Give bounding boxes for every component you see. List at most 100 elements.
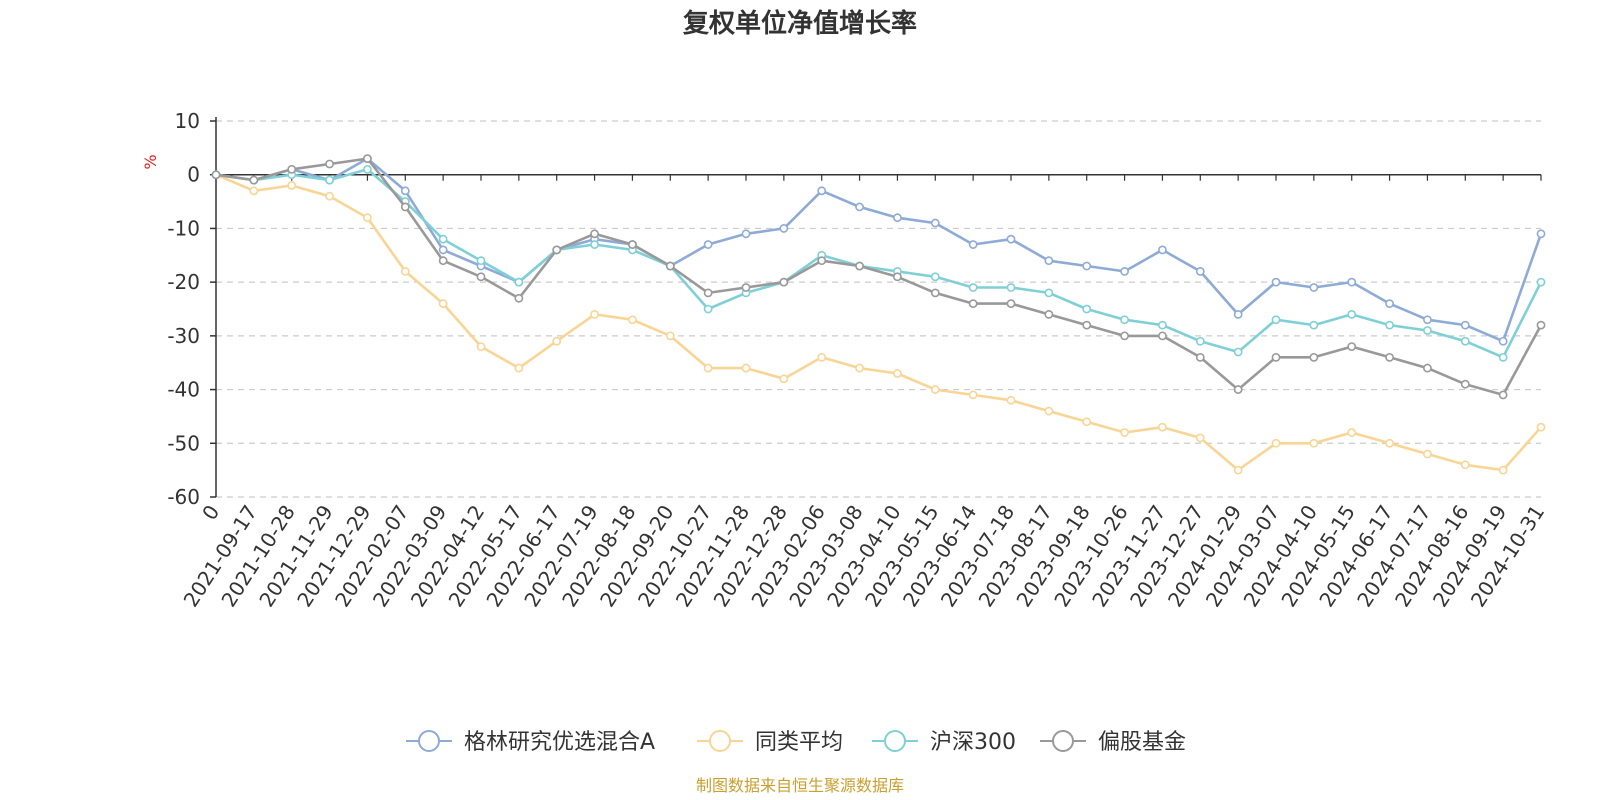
data-point — [1498, 465, 1508, 475]
legend-label: 格林研究优选混合A — [464, 730, 655, 755]
data-point — [855, 363, 864, 373]
data-point — [628, 240, 637, 249]
data-point — [1195, 352, 1205, 362]
data-point — [1195, 433, 1205, 443]
legend-marker — [1052, 730, 1074, 752]
data-point — [476, 256, 486, 266]
legend-item[interactable]: 格林研究优选混合A — [406, 730, 655, 755]
data-point — [703, 304, 713, 314]
data-point — [1195, 336, 1205, 346]
data-point — [893, 272, 902, 282]
y-tick-label: -50 — [167, 431, 200, 455]
data-point — [1423, 363, 1432, 373]
data-point — [590, 240, 599, 249]
y-tick-label: -40 — [167, 378, 200, 402]
data-point — [1006, 299, 1016, 309]
series-line — [215, 157, 1543, 397]
data-point — [1233, 347, 1243, 357]
data-point — [741, 283, 751, 292]
data-point — [1044, 309, 1054, 319]
data-point — [1536, 229, 1546, 239]
legend-label: 沪深300 — [930, 730, 1016, 755]
data-point — [1044, 406, 1054, 416]
data-point — [779, 277, 789, 287]
data-point — [1271, 277, 1281, 287]
data-point — [930, 385, 940, 394]
data-point — [893, 369, 902, 378]
data-point — [1347, 342, 1357, 351]
data-point — [1044, 256, 1054, 266]
data-point — [1195, 266, 1205, 276]
legend-item[interactable]: 偏股基金 — [1040, 730, 1186, 755]
axis-layer: 100-10-20-30-40-50-6002021-09-172021-10-… — [167, 109, 1549, 611]
data-point — [968, 283, 978, 292]
data-point — [1423, 326, 1432, 335]
data-point — [1423, 315, 1432, 325]
data-point — [968, 299, 978, 309]
data-point — [1120, 266, 1129, 276]
data-point — [325, 159, 334, 169]
data-point — [930, 288, 940, 298]
data-point — [741, 363, 751, 373]
data-point — [1460, 460, 1470, 470]
data-point — [1082, 261, 1092, 271]
data-point — [1309, 438, 1319, 448]
y-tick-label: -10 — [167, 216, 200, 240]
legend-item[interactable]: 沪深300 — [872, 730, 1016, 755]
data-point — [325, 175, 334, 185]
data-point — [1120, 331, 1129, 341]
data-point — [590, 309, 599, 319]
data-point — [1271, 315, 1281, 325]
data-point — [1385, 299, 1394, 309]
data-point — [514, 277, 524, 287]
data-point — [363, 213, 372, 223]
data-point — [968, 390, 978, 400]
legend-marker — [418, 730, 440, 752]
data-point — [363, 154, 372, 163]
data-point — [1082, 417, 1092, 427]
data-point — [817, 352, 827, 362]
data-point — [741, 229, 751, 239]
data-point — [476, 342, 486, 351]
data-point — [400, 202, 410, 212]
data-point — [1460, 320, 1470, 330]
data-point — [249, 186, 259, 196]
legend-item[interactable]: 同类平均 — [697, 730, 843, 755]
data-point — [665, 261, 675, 271]
x-tick-label: 0 — [197, 501, 224, 525]
legend-label: 同类平均 — [755, 730, 843, 755]
grid-layer — [216, 120, 1541, 498]
chart-title: 复权单位净值增长率 — [683, 8, 917, 39]
data-point — [1120, 428, 1129, 437]
data-point — [1082, 304, 1092, 314]
data-point — [514, 293, 524, 303]
data-point — [628, 315, 637, 325]
data-point — [817, 186, 827, 196]
data-point — [1233, 309, 1243, 319]
data-point — [1120, 315, 1129, 325]
data-point — [893, 213, 902, 223]
data-point — [249, 175, 259, 185]
data-point — [1233, 465, 1243, 475]
data-point — [1347, 309, 1357, 319]
data-point — [968, 240, 978, 249]
series-line — [215, 168, 1543, 359]
data-point — [855, 202, 864, 212]
data-point — [817, 256, 827, 266]
series-line — [215, 173, 1542, 472]
series-3 — [211, 154, 1546, 400]
data-point — [1006, 395, 1016, 405]
data-point — [552, 336, 562, 346]
series-layer — [211, 154, 1546, 475]
data-point — [1460, 336, 1470, 346]
data-point — [1347, 277, 1357, 287]
data-point — [1498, 352, 1508, 362]
y-tick-label: -20 — [167, 270, 200, 294]
y-tick-label: -60 — [167, 485, 200, 509]
legend[interactable]: 格林研究优选混合A 同类平均 沪深300 偏股基金 — [406, 730, 1186, 755]
source-note: 制图数据来自恒生聚源数据库 — [696, 776, 904, 795]
data-point — [1385, 320, 1394, 330]
data-point — [1309, 352, 1319, 362]
data-point — [211, 170, 221, 180]
